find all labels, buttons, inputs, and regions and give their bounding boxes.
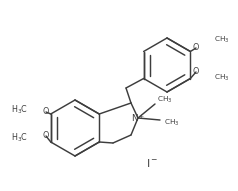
Text: N$^+$: N$^+$ [131, 112, 145, 124]
Text: I$^-$: I$^-$ [146, 157, 158, 169]
Text: H$_3$C: H$_3$C [11, 104, 28, 116]
Text: CH$_3$: CH$_3$ [164, 118, 180, 128]
Text: O: O [43, 108, 49, 117]
Text: O: O [43, 131, 49, 141]
Text: CH$_3$: CH$_3$ [214, 35, 230, 45]
Text: O: O [193, 67, 199, 77]
Text: H$_3$C: H$_3$C [11, 132, 28, 144]
Text: O: O [193, 44, 199, 53]
Text: CH$_3$: CH$_3$ [214, 73, 230, 83]
Text: CH$_3$: CH$_3$ [157, 95, 173, 105]
